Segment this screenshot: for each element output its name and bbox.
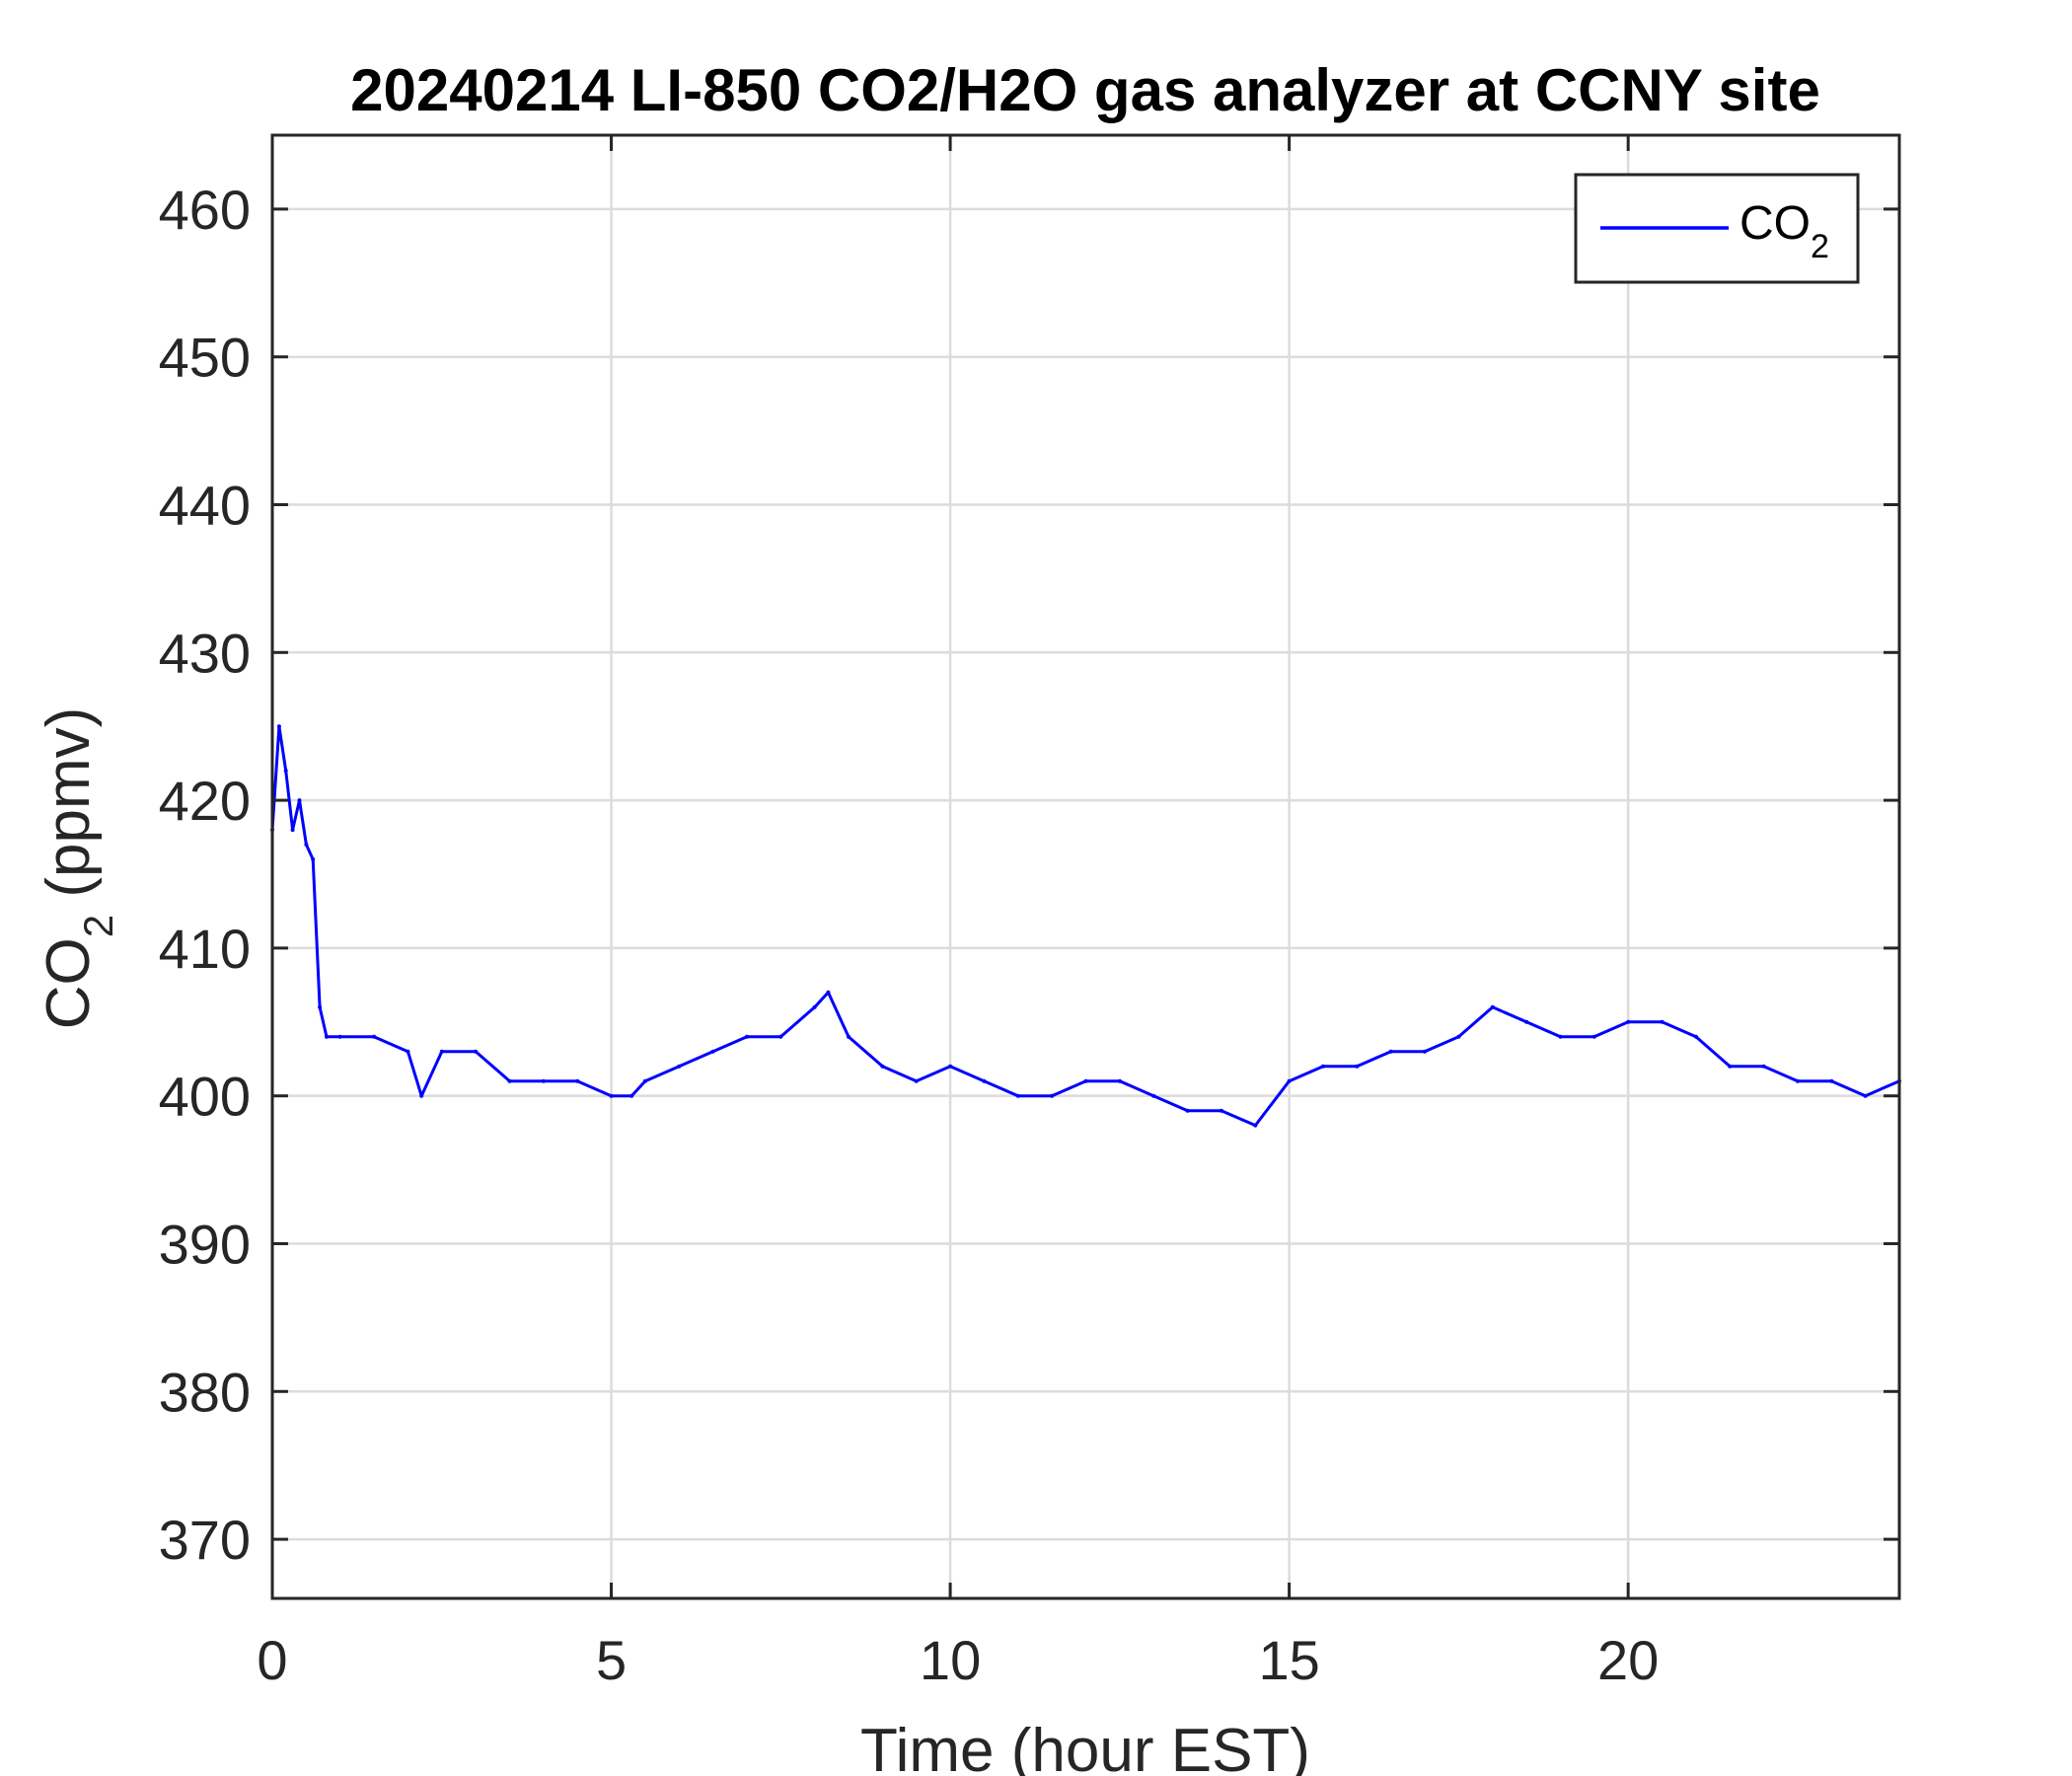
data-point-co2 [1863,1093,1868,1098]
data-point-co2 [710,1049,715,1054]
axis-ticks [270,135,1899,1598]
series-line-co2 [270,724,1900,1128]
data-point-co2 [1117,1078,1122,1083]
data-point-co2 [812,1004,817,1009]
y-tick-label: 410 [159,918,251,980]
data-point-co2 [914,1078,919,1083]
y-axis-label: CO2 (ppmv) [35,707,121,1030]
x-axis-label: Time (hour EST) [860,1717,1310,1776]
data-point-co2 [1388,1049,1393,1054]
data-point-co2 [1185,1108,1190,1113]
data-point-co2 [1253,1123,1258,1128]
y-axis-label-main: CO [35,937,103,1029]
data-point-co2 [1693,1034,1698,1039]
data-point-co2 [629,1093,634,1098]
y-tick-label: 390 [159,1213,251,1275]
data-point-co2 [1490,1004,1495,1009]
data-point-co2 [1151,1093,1156,1098]
y-tick-label: 380 [159,1361,251,1423]
y-axis-label-unit: (ppmv) [35,707,103,915]
data-point-co2 [304,843,309,847]
data-point-co2 [677,1064,682,1069]
data-point-co2 [1287,1078,1292,1083]
data-point-co2 [575,1078,580,1083]
y-tick-label: 370 [159,1509,251,1571]
data-point-co2 [609,1093,614,1098]
legend-label-co2: CO2 [1739,197,1829,265]
data-point-co2 [1321,1064,1325,1069]
data-point-co2 [745,1034,749,1039]
chart-title: 20240214 LI-850 CO2/H2O gas analyzer at … [350,57,1820,123]
y-axis-label-subscript: 2 [75,915,121,937]
data-point-co2 [1829,1078,1834,1083]
data-point-co2 [1728,1064,1733,1069]
y-tick-label: 440 [159,474,251,536]
y-tick-labels: 370 380 390 400 410 420 430 440 450 460 [159,179,251,1571]
data-point-co2 [276,724,281,729]
data-point-co2 [283,769,288,774]
data-point-co2 [541,1078,546,1083]
x-tick-label: 0 [257,1629,287,1691]
x-tick-label: 20 [1597,1629,1659,1691]
data-point-co2 [337,1034,342,1039]
data-point-co2 [406,1049,410,1054]
data-point-co2 [1423,1049,1427,1054]
y-tick-label: 430 [159,622,251,684]
data-point-co2 [1660,1019,1665,1024]
data-point-co2 [297,798,302,803]
data-point-co2 [311,857,316,861]
data-point-co2 [507,1078,512,1083]
y-tick-label: 460 [159,179,251,241]
data-point-co2 [1524,1019,1529,1024]
data-point-co2 [1761,1064,1766,1069]
data-point-co2 [948,1064,953,1069]
data-point-co2 [419,1093,424,1098]
data-point-co2 [982,1078,987,1083]
y-tick-label: 450 [159,327,251,389]
y-tick-label: 420 [159,770,251,832]
plot-area [270,133,1901,1600]
data-point-co2 [642,1078,647,1083]
data-point-co2 [1050,1093,1055,1098]
x-tick-label: 10 [920,1629,981,1691]
data-point-co2 [778,1034,783,1039]
data-point-co2 [826,990,831,995]
data-point-co2 [1795,1078,1800,1083]
data-point-co2 [474,1049,479,1054]
legend: CO2 [1574,173,1860,284]
data-point-co2 [1558,1034,1563,1039]
legend-label-main: CO [1739,197,1811,250]
legend-label-subscript: 2 [1811,228,1829,265]
data-point-co2 [290,828,295,833]
data-point-co2 [1015,1093,1020,1098]
series-group [270,724,1901,1128]
data-point-co2 [372,1034,377,1039]
data-point-co2 [439,1049,444,1054]
data-point-co2 [1626,1019,1631,1024]
x-tick-label: 5 [596,1629,627,1691]
x-tick-label: 15 [1258,1629,1319,1691]
x-tick-labels: 0 5 10 15 20 [257,1629,1659,1691]
data-point-co2 [1456,1034,1461,1039]
y-tick-label: 400 [159,1066,251,1128]
data-point-co2 [325,1034,329,1039]
data-point-co2 [847,1034,851,1039]
data-point-co2 [1355,1064,1360,1069]
data-point-co2 [318,1004,323,1009]
data-point-co2 [1083,1078,1088,1083]
data-point-co2 [1591,1034,1596,1039]
data-point-co2 [880,1064,885,1069]
grid-lines [272,135,1899,1598]
data-point-co2 [1219,1108,1223,1113]
